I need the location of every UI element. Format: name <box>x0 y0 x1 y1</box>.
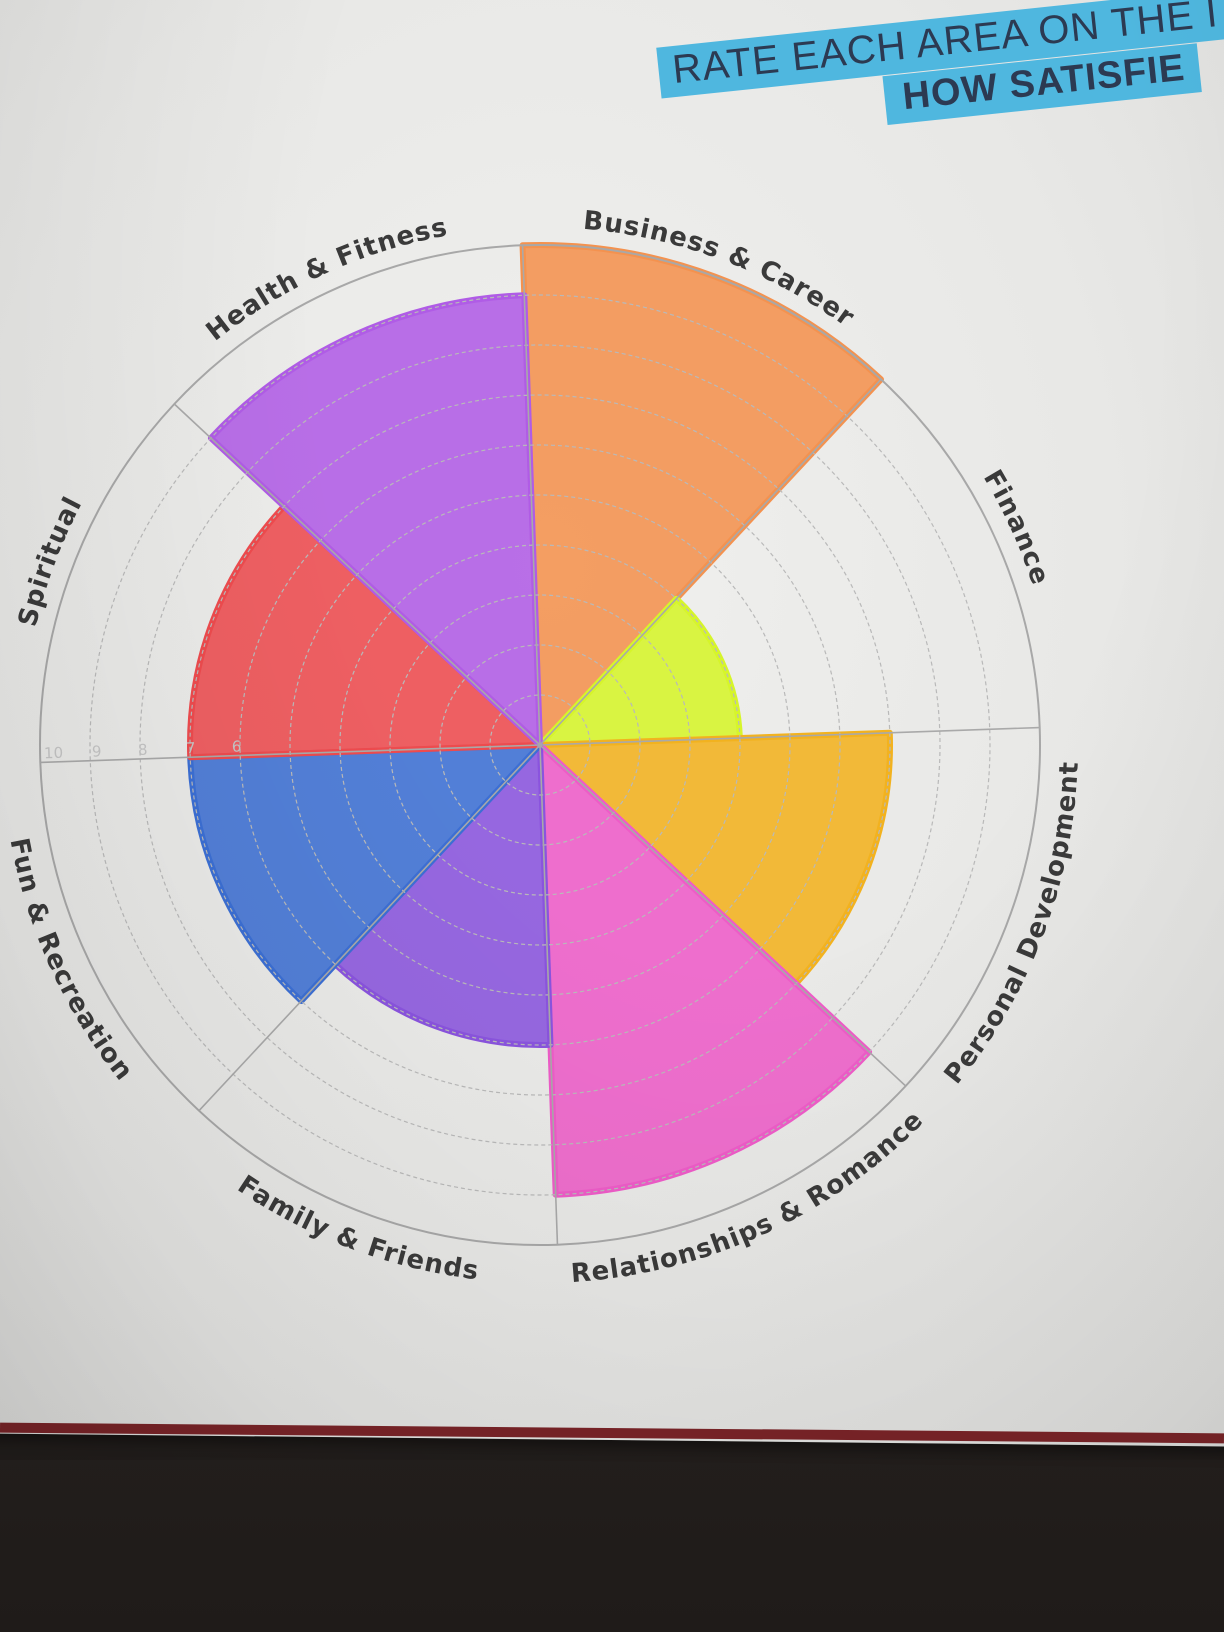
category-label: Finance <box>977 463 1056 590</box>
divider-line <box>539 378 882 746</box>
scale-numbers: 10 9 8 7 6 <box>44 737 242 762</box>
divider-line <box>539 744 559 1245</box>
scale-number: 8 <box>138 741 148 759</box>
divider-line <box>40 744 541 764</box>
divider-line <box>539 744 907 1087</box>
wheel-group: 10 9 8 7 6 Business & CareerFinancePerso… <box>3 196 1096 1295</box>
scale-number: 10 <box>44 744 64 763</box>
filled-segments <box>187 242 893 1198</box>
wheel-dividers <box>40 245 1040 1245</box>
divider-line <box>198 744 541 1112</box>
category-label: Family & Friends <box>231 1162 482 1295</box>
wheel-of-life: 10 9 8 7 6 Business & CareerFinancePerso… <box>3 196 1096 1295</box>
category-label: Fun & Recreation <box>3 832 139 1090</box>
divider-line <box>539 726 1040 746</box>
divider-line <box>521 245 541 746</box>
segment-fill <box>187 503 543 761</box>
category-label: Personal Development <box>928 759 1096 1090</box>
segment-fill <box>537 729 893 987</box>
divider-line <box>173 403 541 746</box>
scale-number: 9 <box>92 742 102 760</box>
scale-number: 7 <box>186 739 196 757</box>
scale-number: 6 <box>232 737 242 755</box>
category-label: Spiritual <box>9 491 93 631</box>
